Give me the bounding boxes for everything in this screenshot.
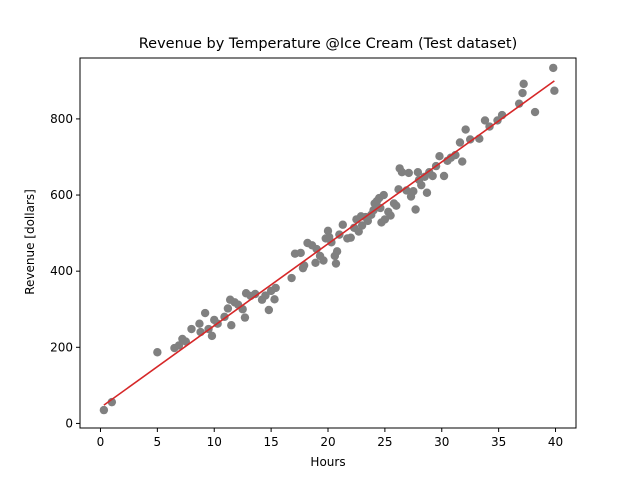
x-axis-label: Hours [310,455,345,469]
data-point [238,305,247,314]
x-tick-label: 0 [97,435,105,449]
data-point [422,188,432,197]
data-point [319,256,328,265]
data-point [287,273,296,283]
data-point [174,341,184,350]
y-tick-label: 600 [50,188,73,202]
y-tick-label: 0 [65,416,73,430]
data-point [153,348,162,357]
x-tick-label: 20 [320,435,335,449]
chart-title: Revenue by Temperature @Ice Cream (Test … [139,36,518,52]
fit-line [103,80,555,406]
data-point [195,319,204,328]
data-point [331,259,341,268]
data-point [466,135,475,144]
data-point [332,247,342,256]
x-tick-label: 35 [491,435,506,449]
data-point [363,216,373,226]
data-point [386,211,395,220]
data-point [549,63,558,73]
data-point [99,405,109,415]
y-tick-label: 200 [50,340,73,354]
data-point [409,187,418,196]
data-point [311,258,320,267]
x-tick-label: 10 [207,435,222,449]
y-tick-label: 400 [50,264,73,278]
data-point [458,157,467,166]
data-point [550,86,559,95]
data-point [519,79,528,89]
y-axis-label: Revenue [dollars] [23,189,37,295]
data-point [270,295,279,304]
y-tick-label: 800 [50,112,73,126]
data-point [413,167,423,177]
data-point [271,283,280,293]
data-point [480,116,490,125]
data-point [357,221,367,230]
data-point [223,304,233,313]
data-point [530,107,540,117]
data-point [518,88,527,98]
x-tick-label: 5 [154,435,162,449]
data-point [200,308,210,318]
data-point [392,201,401,210]
data-point [397,167,407,177]
data-point [379,190,388,200]
data-point [461,125,470,134]
data-point [514,99,524,108]
data-point [250,289,260,299]
data-point [435,152,444,161]
data-point [404,168,413,178]
data-point [376,203,385,213]
data-point [227,321,236,330]
data-point [417,180,426,190]
x-tick-label: 15 [263,435,278,449]
data-point [181,337,190,346]
data-point [428,171,437,181]
data-point [411,205,420,214]
plot-area [99,63,559,415]
x-tick-label: 30 [434,435,449,449]
data-point [338,220,347,229]
data-point [264,305,274,315]
data-point [240,313,250,322]
data-point [354,227,363,236]
data-point [296,248,305,258]
x-tick-label: 25 [377,435,392,449]
data-point [455,138,465,147]
data-point [187,324,196,334]
data-point [207,331,217,341]
data-point [439,171,449,181]
x-tick-label: 40 [548,435,563,449]
data-point [261,291,270,300]
data-point [346,233,355,242]
